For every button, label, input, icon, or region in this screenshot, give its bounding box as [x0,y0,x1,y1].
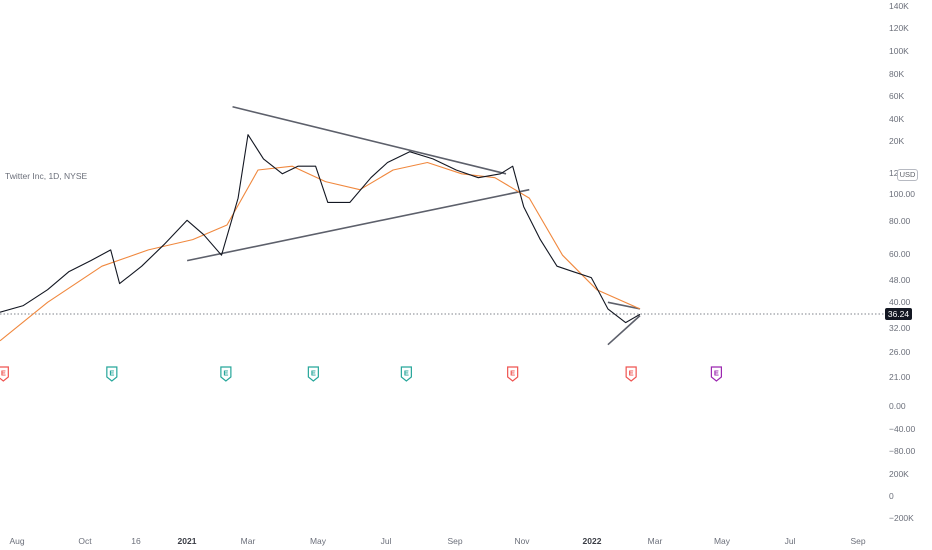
volume-axis-tick: 80K [889,69,904,79]
time-axis-tick: Sep [447,536,462,546]
trendline[interactable] [607,315,641,346]
time-axis-tick: May [714,536,731,546]
earnings-marker[interactable]: E [507,366,519,382]
earnings-label: E [223,369,228,378]
earnings-marker[interactable]: E [307,366,319,382]
indicator-axis-tick: 0.00 [889,401,906,411]
volume-axis-tick: 60K [889,91,904,101]
indicator-axis-tick: −80.00 [889,446,916,456]
time-axis-tick: May [310,536,327,546]
earnings-label: E [629,369,634,378]
price-axis-tick: 60.00 [889,249,911,259]
indicator-axis-tick: 0 [889,491,894,501]
last-price-label: 36.24 [885,308,912,320]
earnings-marker[interactable]: E [0,366,9,382]
earnings-marker[interactable]: E [400,366,412,382]
indicator-axis-tick: 200K [889,469,909,479]
time-axis-tick: Mar [241,536,256,546]
price-axis-tick: 32.00 [889,323,911,333]
price-axis-tick: 40.00 [889,297,911,307]
price-axis-tick: 80.00 [889,216,911,226]
price-series-line [0,134,641,324]
moving-average-line [0,161,641,342]
volume-axis-tick: 12 [889,168,899,178]
time-axis-tick: 16 [131,536,141,546]
earnings-marker[interactable]: E [710,366,723,382]
earnings-label: E [404,369,409,378]
time-axis-tick: 2022 [583,536,602,546]
volume-axis-tick: 20K [889,136,904,146]
earnings-label: E [1,369,6,378]
time-axis-tick: Aug [9,536,24,546]
volume-axis-tick: 40K [889,114,904,124]
trendline[interactable] [607,301,641,310]
earnings-label: E [714,369,719,378]
time-axis-tick: Oct [78,536,92,546]
earnings-label: E [109,369,114,378]
trendline[interactable] [186,188,530,262]
time-axis-tick: Sep [850,536,865,546]
volume-axis-tick: 120K [889,23,909,33]
trendline[interactable] [232,106,507,175]
price-axis-tick: 21.00 [889,372,911,382]
time-axis-tick: 2021 [178,536,197,546]
earnings-marker[interactable]: E [220,366,232,382]
time-axis-tick: Jul [381,536,392,546]
price-axis-tick: 26.00 [889,347,911,357]
time-axis-tick: Nov [514,536,530,546]
earnings-marker[interactable]: E [625,366,637,382]
earnings-label: E [510,369,515,378]
indicator-axis-tick: −40.00 [889,424,916,434]
time-axis-tick: Jul [785,536,796,546]
earnings-marker[interactable]: E [106,366,118,382]
symbol-title[interactable]: Twitter Inc, 1D, NYSE [5,171,88,181]
earnings-label: E [311,369,316,378]
volume-axis-tick: 140K [889,1,909,11]
volume-axis-tick: 100K [889,46,909,56]
price-axis-tick: 48.00 [889,275,911,285]
time-axis-tick: Mar [648,536,663,546]
currency-badge[interactable]: USD [897,169,918,181]
indicator-axis-tick: −200K [889,513,914,523]
price-axis-tick: 100.00 [889,189,915,199]
